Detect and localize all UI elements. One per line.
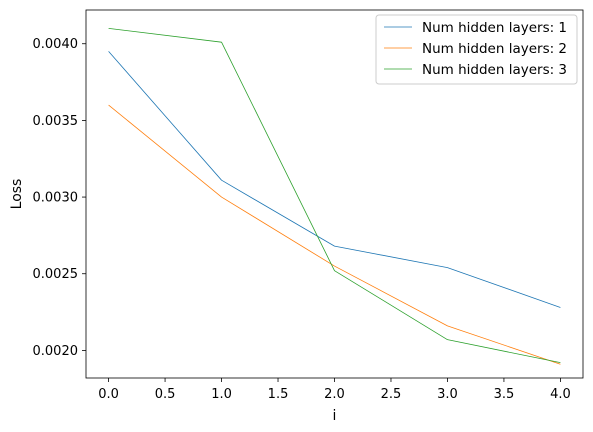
- x-tick-label: 3.0: [437, 387, 458, 402]
- y-tick-label: 0.0025: [33, 267, 79, 282]
- y-tick-label: 0.0040: [33, 37, 79, 52]
- series-layer: [108, 28, 561, 365]
- y-tick-label: 0.0030: [33, 191, 79, 206]
- series-line-3: [108, 28, 561, 364]
- legend-box: [375, 14, 578, 85]
- y-axis-label: Loss: [9, 179, 25, 210]
- x-tick-label: 4.0: [550, 387, 571, 402]
- legend-label-3: Num hidden layers: 3: [422, 62, 567, 78]
- x-tick-label: 1.5: [268, 387, 289, 402]
- series-line-1: [108, 51, 561, 308]
- x-axis-label: i: [333, 408, 337, 424]
- legend: Num hidden layers: 1 Num hidden layers: 2…: [375, 14, 578, 85]
- x-tick-label: 0.5: [155, 387, 176, 402]
- legend-label-1: Num hidden layers: 1: [422, 20, 567, 36]
- x-tick-label: 2.0: [324, 387, 345, 402]
- x-tick-label: 3.5: [494, 387, 515, 402]
- y-tick-label: 0.0035: [33, 114, 79, 129]
- x-tick-label: 0.0: [98, 387, 119, 402]
- y-tick-label: 0.0020: [33, 344, 79, 359]
- series-line-2: [108, 104, 561, 365]
- x-axis-ticks: 0.0 0.5 1.0 1.5 2.0 2.5 3.0 3.5 4.0: [98, 378, 571, 402]
- y-axis-ticks: 0.0020 0.0025 0.0030 0.0035 0.0040: [33, 37, 86, 359]
- x-tick-label: 1.0: [211, 387, 232, 402]
- x-tick-label: 2.5: [381, 387, 402, 402]
- legend-label-2: Num hidden layers: 2: [422, 41, 567, 57]
